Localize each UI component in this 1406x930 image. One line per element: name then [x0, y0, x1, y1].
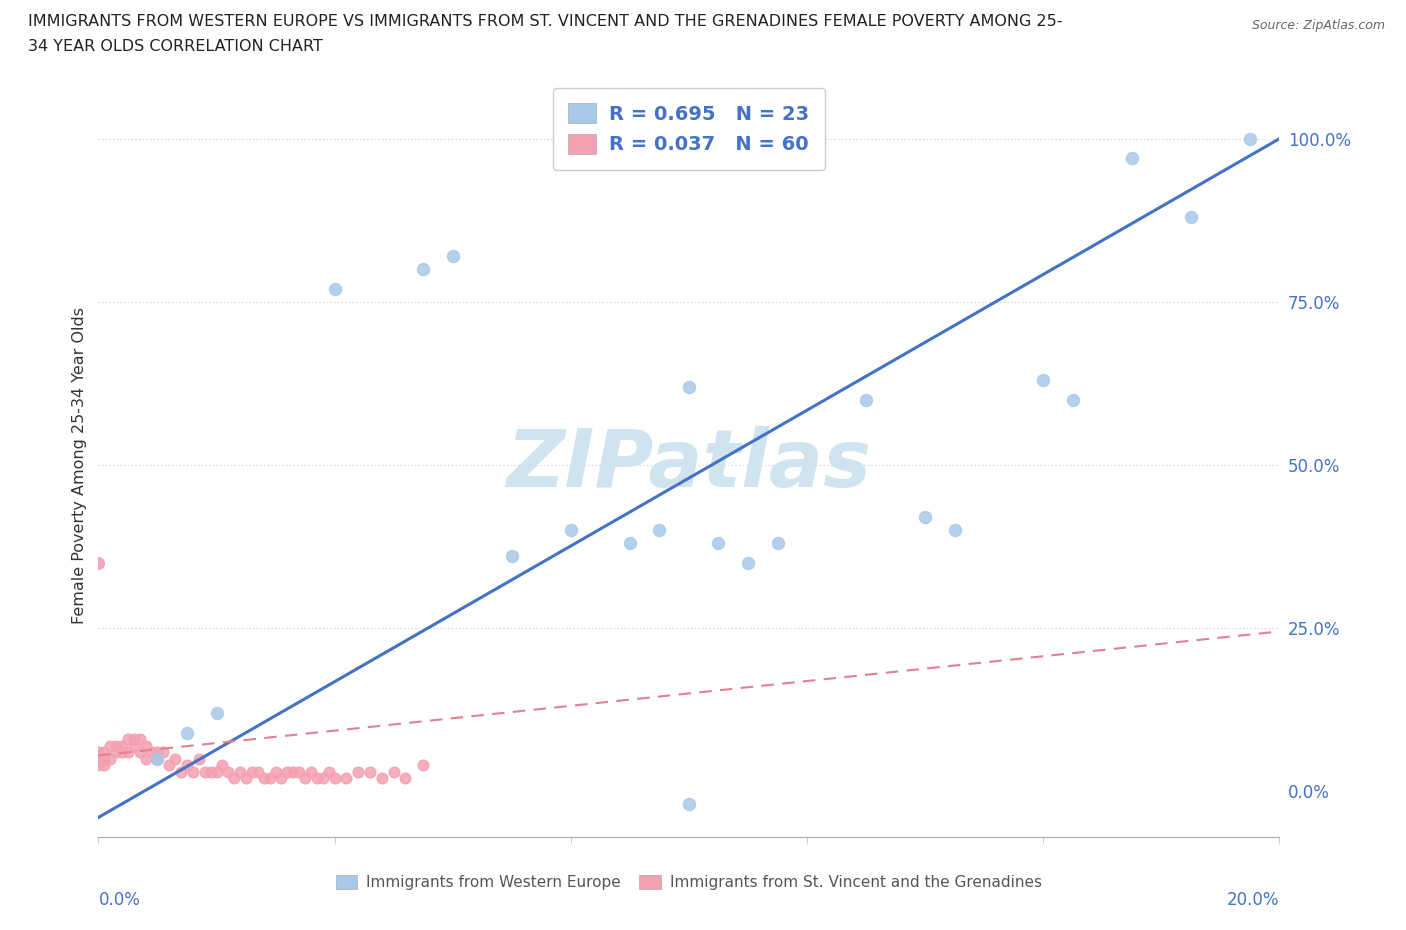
Point: [359, 764, 381, 779]
Point: [93, 745, 115, 760]
Point: [648, 523, 671, 538]
Point: [259, 771, 281, 786]
Point: [560, 523, 582, 538]
Text: 0.0%: 0.0%: [98, 891, 141, 909]
Point: [194, 764, 217, 779]
Point: [176, 758, 198, 773]
Point: [170, 764, 193, 779]
Point: [205, 764, 228, 779]
Point: [165, 751, 187, 766]
Point: [211, 758, 233, 773]
Point: [98, 751, 121, 766]
Point: [299, 764, 322, 779]
Legend: Immigrants from Western Europe, Immigrants from St. Vincent and the Grenadines: Immigrants from Western Europe, Immigran…: [330, 869, 1047, 897]
Point: [1239, 131, 1261, 146]
Point: [93, 758, 115, 773]
Point: [1121, 151, 1143, 166]
Point: [347, 764, 370, 779]
Point: [766, 536, 789, 551]
Point: [87, 745, 110, 760]
Point: [128, 745, 150, 760]
Point: [205, 706, 228, 721]
Point: [1180, 209, 1202, 224]
Point: [111, 738, 134, 753]
Point: [253, 771, 276, 786]
Point: [224, 771, 246, 786]
Point: [294, 771, 316, 786]
Point: [270, 771, 292, 786]
Point: [678, 379, 700, 394]
Text: ZIPatlas: ZIPatlas: [506, 426, 872, 504]
Point: [152, 745, 174, 760]
Point: [305, 771, 328, 786]
Point: [200, 764, 222, 779]
Point: [135, 738, 157, 753]
Point: [318, 764, 340, 779]
Point: [87, 555, 110, 570]
Point: [737, 555, 759, 570]
Point: [105, 738, 128, 753]
Point: [619, 536, 641, 551]
Point: [412, 261, 434, 276]
Point: [288, 764, 311, 779]
Y-axis label: Female Poverty Among 25-34 Year Olds: Female Poverty Among 25-34 Year Olds: [72, 307, 87, 623]
Point: [98, 738, 121, 753]
Text: Source: ZipAtlas.com: Source: ZipAtlas.com: [1251, 19, 1385, 32]
Point: [146, 745, 169, 760]
Point: [87, 758, 110, 773]
Point: [235, 771, 257, 786]
Point: [229, 764, 252, 779]
Point: [382, 764, 405, 779]
Point: [157, 758, 180, 773]
Point: [105, 745, 128, 760]
Point: [246, 764, 269, 779]
Text: 20.0%: 20.0%: [1227, 891, 1279, 909]
Text: IMMIGRANTS FROM WESTERN EUROPE VS IMMIGRANTS FROM ST. VINCENT AND THE GRENADINES: IMMIGRANTS FROM WESTERN EUROPE VS IMMIGR…: [28, 14, 1063, 29]
Point: [855, 392, 877, 407]
Point: [87, 751, 110, 766]
Point: [187, 751, 209, 766]
Point: [128, 732, 150, 747]
Point: [323, 771, 346, 786]
Point: [394, 771, 416, 786]
Point: [176, 725, 198, 740]
Point: [501, 549, 523, 564]
Point: [412, 758, 434, 773]
Point: [240, 764, 263, 779]
Point: [335, 771, 357, 786]
Point: [276, 764, 298, 779]
Point: [678, 797, 700, 812]
Point: [141, 745, 163, 760]
Point: [1062, 392, 1084, 407]
Text: 34 YEAR OLDS CORRELATION CHART: 34 YEAR OLDS CORRELATION CHART: [28, 39, 323, 54]
Point: [1032, 373, 1054, 388]
Point: [122, 732, 145, 747]
Point: [441, 248, 464, 263]
Point: [93, 751, 115, 766]
Point: [914, 510, 936, 525]
Point: [943, 523, 966, 538]
Point: [181, 764, 204, 779]
Point: [371, 771, 394, 786]
Point: [707, 536, 730, 551]
Point: [283, 764, 305, 779]
Point: [117, 732, 139, 747]
Point: [135, 751, 157, 766]
Point: [117, 745, 139, 760]
Point: [264, 764, 287, 779]
Point: [146, 751, 169, 766]
Point: [146, 751, 169, 766]
Point: [323, 282, 346, 297]
Point: [111, 745, 134, 760]
Point: [217, 764, 239, 779]
Point: [122, 738, 145, 753]
Point: [312, 771, 335, 786]
